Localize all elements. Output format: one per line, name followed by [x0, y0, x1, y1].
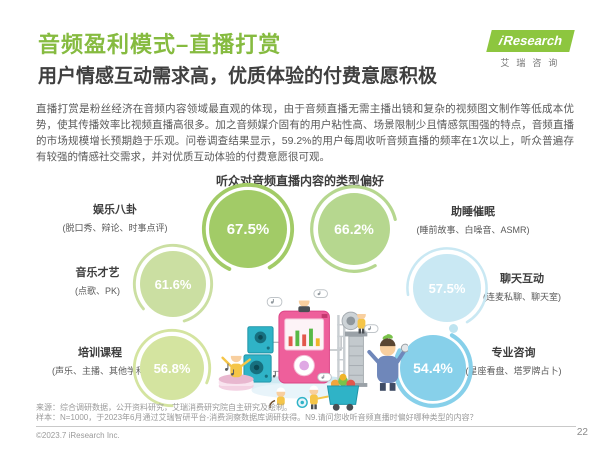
bubble-chat-interaction: 57.5% [404, 245, 490, 331]
worker-on-player-illustration [298, 295, 310, 313]
bubble-value: 61.6% [140, 251, 206, 317]
bubble-value: 56.8% [140, 336, 204, 400]
bottom-worker-illustration [269, 387, 286, 409]
source-note: 来源：综合调研数据，公开资料研究，艾瑞消费研究院自主研究及绘制。 [36, 403, 292, 412]
bubble-value: 67.5% [209, 190, 287, 268]
sample-note: 样本：N=1000，于2023年6月通过艾瑞智研平台-消费洞察数据库调研获得。N… [36, 413, 478, 422]
iresearch-logo-flag: iResearch [486, 30, 575, 52]
speech-bubble-icon [266, 297, 283, 307]
bubble-entertainment-gossip: 67.5% [200, 181, 296, 277]
logo-brand-text: Research [501, 33, 564, 48]
category-label-professional-consulting: 专业咨询 (星座看盘、塔罗牌占卜) [465, 347, 562, 376]
bubble-ring [132, 243, 214, 325]
bubble-ring [132, 328, 212, 408]
speaker-stack-illustration [243, 326, 274, 383]
bubble-training-courses: 56.8% [131, 327, 213, 409]
page-title: 音频盈利模式–直播打赏 [38, 32, 282, 57]
bubble-ring [393, 328, 473, 408]
bubble-professional-consulting: 54.4% [391, 326, 475, 410]
worker-on-tower-illustration [357, 309, 366, 334]
speaker-wire [273, 341, 280, 372]
stage-illustration [218, 289, 408, 411]
category-label-training-courses: 培训课程 (声乐、主播、其他学科) [52, 347, 148, 376]
bubble-value: 54.4% [400, 335, 466, 401]
page-number: 22 [576, 427, 588, 438]
category-label-chat-interaction: 聊天互动 (连麦私聊、聊天室) [483, 273, 561, 302]
intro-paragraph: 直播打赏是粉丝经济在音频内容领域最直观的体现，由于音频直播无需主播出镜和复杂的视… [36, 103, 574, 163]
speech-bubble-icon [313, 289, 328, 299]
gift-cart-illustration [326, 373, 360, 411]
chart-title: 听众对音频直播内容的类型偏好 [215, 174, 384, 188]
category-label-sleep-aid: 助睡催眠 (睡前故事、白噪音、ASMR) [416, 206, 530, 235]
cart-worker-illustration [296, 385, 329, 410]
speech-bubble-icon [317, 372, 332, 382]
bubble-ring [201, 182, 295, 276]
category-label-music-talent: 音乐才艺 (点歌、PK) [74, 267, 120, 296]
tower-wire [329, 336, 342, 351]
decorative-dot [449, 324, 458, 333]
logo-chinese-name: 艾瑞咨询 [500, 58, 565, 68]
page-subtitle: 用户情感互动需求高，优质体验的付费意愿积极 [38, 66, 438, 87]
conductor-illustration [218, 350, 254, 391]
iresearch-logo: iResearch 艾瑞咨询 [486, 30, 575, 69]
bubble-ring [310, 185, 398, 273]
bubble-ring [406, 247, 488, 329]
copyright: ©2023.7 iResearch Inc. [36, 431, 120, 440]
blue-character-illustration [367, 334, 408, 391]
bubble-value: 66.2% [318, 193, 390, 265]
bubble-value: 57.5% [413, 254, 481, 322]
music-note-icon [225, 363, 276, 378]
speaker-tower-illustration [337, 311, 368, 387]
category-label-entertainment-gossip: 娱乐八卦 (脱口秀、辩论、时事点评) [62, 204, 168, 233]
speech-bubble-icon [363, 324, 379, 333]
bubble-sleep-aid: 66.2% [308, 183, 400, 275]
music-player-illustration [278, 310, 330, 384]
footer-divider [36, 426, 576, 427]
bubble-music-talent: 61.6% [131, 242, 215, 326]
